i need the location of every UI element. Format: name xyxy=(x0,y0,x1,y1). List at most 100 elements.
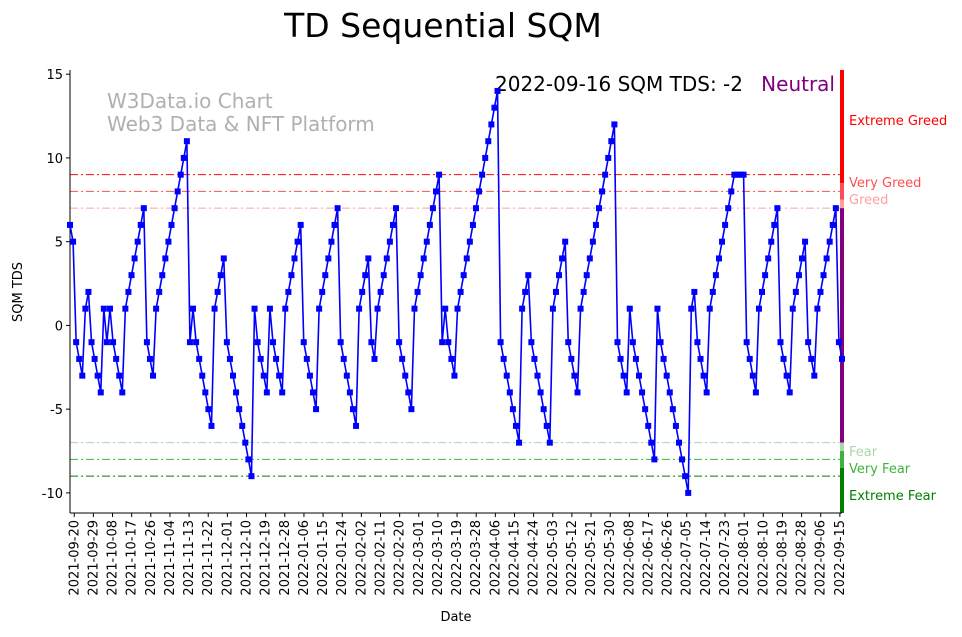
data-point xyxy=(817,288,824,295)
data-point xyxy=(217,272,224,279)
data-point xyxy=(537,389,544,396)
x-tick-label: 2022-05-30 xyxy=(603,520,618,596)
data-point xyxy=(374,305,381,312)
data-point xyxy=(728,188,735,195)
data-point xyxy=(73,339,80,346)
data-point xyxy=(540,406,547,413)
zone-bar-segment xyxy=(840,442,844,452)
data-point xyxy=(383,255,390,262)
data-point xyxy=(709,288,716,295)
data-point xyxy=(245,456,252,463)
data-point xyxy=(359,288,366,295)
data-point xyxy=(113,355,120,362)
data-point xyxy=(67,221,73,228)
x-tick-label: 2022-08-28 xyxy=(795,520,810,596)
data-point xyxy=(722,221,729,228)
y-tick-label: -5 xyxy=(50,403,63,418)
data-point xyxy=(497,339,504,346)
data-point xyxy=(208,422,215,429)
x-tick-label: 2022-06-08 xyxy=(622,520,637,596)
data-point xyxy=(752,389,759,396)
data-point xyxy=(599,188,606,195)
data-point xyxy=(651,456,658,463)
data-point xyxy=(349,406,356,413)
annotation-text: 2022-09-16 SQM TDS: -2 xyxy=(495,72,743,96)
data-point xyxy=(826,238,833,245)
data-point xyxy=(282,305,289,312)
x-tick-label: 2022-02-11 xyxy=(374,520,389,596)
data-point xyxy=(288,272,295,279)
data-point xyxy=(174,188,181,195)
data-point xyxy=(386,238,393,245)
data-point xyxy=(451,372,458,379)
data-point xyxy=(82,305,89,312)
x-tick-label: 2021-11-13 xyxy=(182,520,197,596)
y-tick-label: -10 xyxy=(42,487,63,502)
data-point xyxy=(346,389,353,396)
data-point xyxy=(725,205,732,212)
data-point xyxy=(85,288,92,295)
data-point xyxy=(737,171,744,178)
x-tick-label: 2022-07-14 xyxy=(699,520,714,596)
data-point xyxy=(479,171,486,178)
data-point xyxy=(500,355,507,362)
x-tick-label: 2022-08-10 xyxy=(756,520,771,596)
x-tick-label: 2022-07-23 xyxy=(718,520,733,596)
data-point xyxy=(549,305,556,312)
data-point xyxy=(602,171,609,178)
data-point xyxy=(153,305,160,312)
data-point xyxy=(629,339,636,346)
data-point xyxy=(128,272,135,279)
zone-bar-segment xyxy=(840,451,844,468)
data-point xyxy=(110,339,117,346)
data-point xyxy=(70,238,77,245)
data-point xyxy=(325,255,332,262)
data-point xyxy=(534,372,541,379)
data-point xyxy=(116,372,123,379)
data-point xyxy=(531,355,538,362)
data-point xyxy=(162,255,169,262)
data-point xyxy=(319,288,326,295)
data-point xyxy=(694,339,701,346)
data-point xyxy=(420,255,427,262)
data-point xyxy=(180,154,187,161)
x-tick-label: 2022-03-01 xyxy=(412,520,427,596)
data-point xyxy=(488,121,495,128)
watermark-line-1: W3Data.io Chart xyxy=(107,89,273,113)
data-point xyxy=(239,422,246,429)
data-point xyxy=(759,288,766,295)
data-point xyxy=(755,305,762,312)
data-point xyxy=(605,154,612,161)
data-point xyxy=(100,305,107,312)
data-point xyxy=(306,372,313,379)
data-point xyxy=(632,355,639,362)
y-tick-label: 0 xyxy=(55,319,63,334)
x-tick-label: 2022-01-15 xyxy=(316,520,331,596)
x-tick-label: 2022-05-12 xyxy=(565,520,580,596)
threshold-label: Fear xyxy=(849,445,878,460)
data-point xyxy=(448,355,455,362)
data-point xyxy=(642,406,649,413)
data-point xyxy=(469,221,476,228)
data-point xyxy=(150,372,157,379)
x-tick-label: 2022-03-10 xyxy=(431,520,446,596)
x-tick-label: 2022-02-02 xyxy=(354,520,369,596)
data-point xyxy=(786,389,793,396)
data-point xyxy=(426,221,433,228)
data-point xyxy=(343,372,350,379)
data-point xyxy=(740,171,747,178)
data-point xyxy=(436,171,443,178)
data-point xyxy=(783,372,790,379)
data-point xyxy=(568,355,575,362)
data-point xyxy=(672,422,679,429)
threshold-label: Very Greed xyxy=(849,176,921,191)
data-point xyxy=(377,288,384,295)
data-point xyxy=(331,221,338,228)
data-point xyxy=(414,288,421,295)
data-point xyxy=(242,439,249,446)
data-point xyxy=(202,389,209,396)
x-tick-label: 2022-04-06 xyxy=(488,520,503,596)
x-tick-label: 2022-04-24 xyxy=(527,520,542,596)
data-point xyxy=(719,238,726,245)
